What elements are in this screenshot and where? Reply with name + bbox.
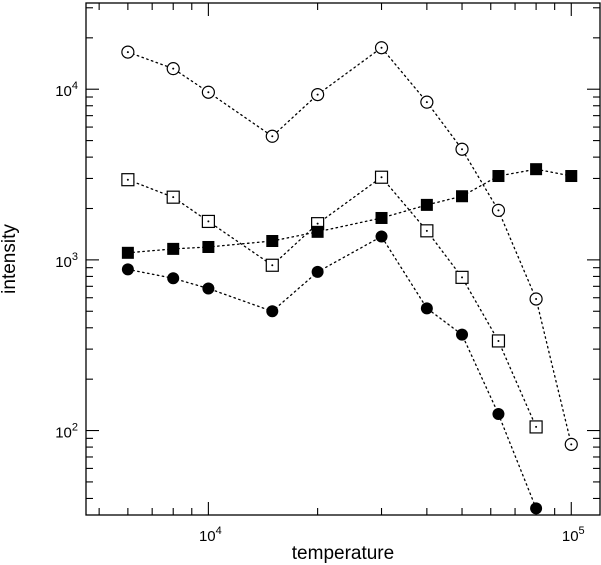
- data-point-center-dot: [316, 222, 319, 225]
- data-point-filled-circle: [375, 230, 388, 243]
- data-point-filled-square: [311, 225, 324, 238]
- data-point-filled-circle: [121, 263, 134, 276]
- series-1: [121, 41, 578, 451]
- y-tick-label: 102: [55, 422, 78, 442]
- data-point-center-dot: [461, 276, 464, 279]
- data-point-filled-circle: [266, 305, 279, 318]
- series-line: [127, 46, 572, 446]
- y-axis-label: intensity: [0, 224, 20, 294]
- data-point-filled-circle: [167, 272, 180, 285]
- data-point-center-dot: [461, 148, 464, 151]
- major-ticks: [86, 3, 600, 515]
- data-point-center-dot: [380, 46, 383, 49]
- data-point-center-dot: [271, 264, 274, 267]
- data-point-center-dot: [425, 101, 428, 104]
- data-point-filled-circle: [420, 302, 433, 315]
- data-point-filled-square: [530, 163, 543, 176]
- data-point-center-dot: [126, 178, 129, 181]
- x-tick-labels: 104 105: [199, 525, 585, 545]
- data-point-center-dot: [207, 91, 210, 94]
- x-tick-label: 104: [199, 525, 222, 545]
- data-point-center-dot: [425, 229, 428, 232]
- data-point-center-dot: [535, 297, 538, 300]
- data-point-filled-square: [456, 190, 469, 203]
- data-point-center-dot: [497, 339, 500, 342]
- series-layer: [121, 41, 578, 515]
- data-point-center-dot: [172, 196, 175, 199]
- data-point-filled-circle: [530, 502, 543, 515]
- data-point-filled-square: [565, 170, 578, 183]
- data-point-filled-circle: [202, 282, 215, 295]
- data-point-filled-circle: [492, 408, 505, 421]
- data-point-filled-square: [266, 235, 279, 248]
- data-point-filled-square: [375, 211, 388, 224]
- plot-frame: [85, 2, 601, 516]
- y-tick-label: 104: [55, 80, 78, 100]
- series-2: [121, 170, 543, 434]
- data-point-center-dot: [207, 220, 210, 223]
- data-point-center-dot: [497, 209, 500, 212]
- y-tick-label: 103: [55, 251, 78, 271]
- series-3: [121, 163, 578, 259]
- series-4: [121, 230, 543, 515]
- data-point-center-dot: [570, 443, 573, 446]
- x-tick-label: 105: [562, 525, 585, 545]
- data-point-filled-square: [420, 198, 433, 211]
- data-point-center-dot: [126, 51, 129, 54]
- series-line: [127, 235, 537, 510]
- data-point-center-dot: [316, 93, 319, 96]
- data-point-filled-square: [121, 246, 134, 259]
- minor-ticks: [86, 3, 600, 515]
- data-point-center-dot: [172, 67, 175, 70]
- data-point-filled-circle: [456, 328, 469, 341]
- data-point-filled-square: [202, 240, 215, 253]
- y-tick-labels: 102 103 104: [55, 80, 78, 441]
- data-point-center-dot: [271, 135, 274, 138]
- data-point-filled-circle: [311, 265, 324, 278]
- data-point-filled-square: [492, 170, 505, 183]
- data-point-center-dot: [380, 176, 383, 179]
- data-point-center-dot: [535, 425, 538, 428]
- x-axis-label: temperature: [292, 543, 394, 564]
- data-point-filled-square: [167, 242, 180, 255]
- series-line: [127, 176, 537, 428]
